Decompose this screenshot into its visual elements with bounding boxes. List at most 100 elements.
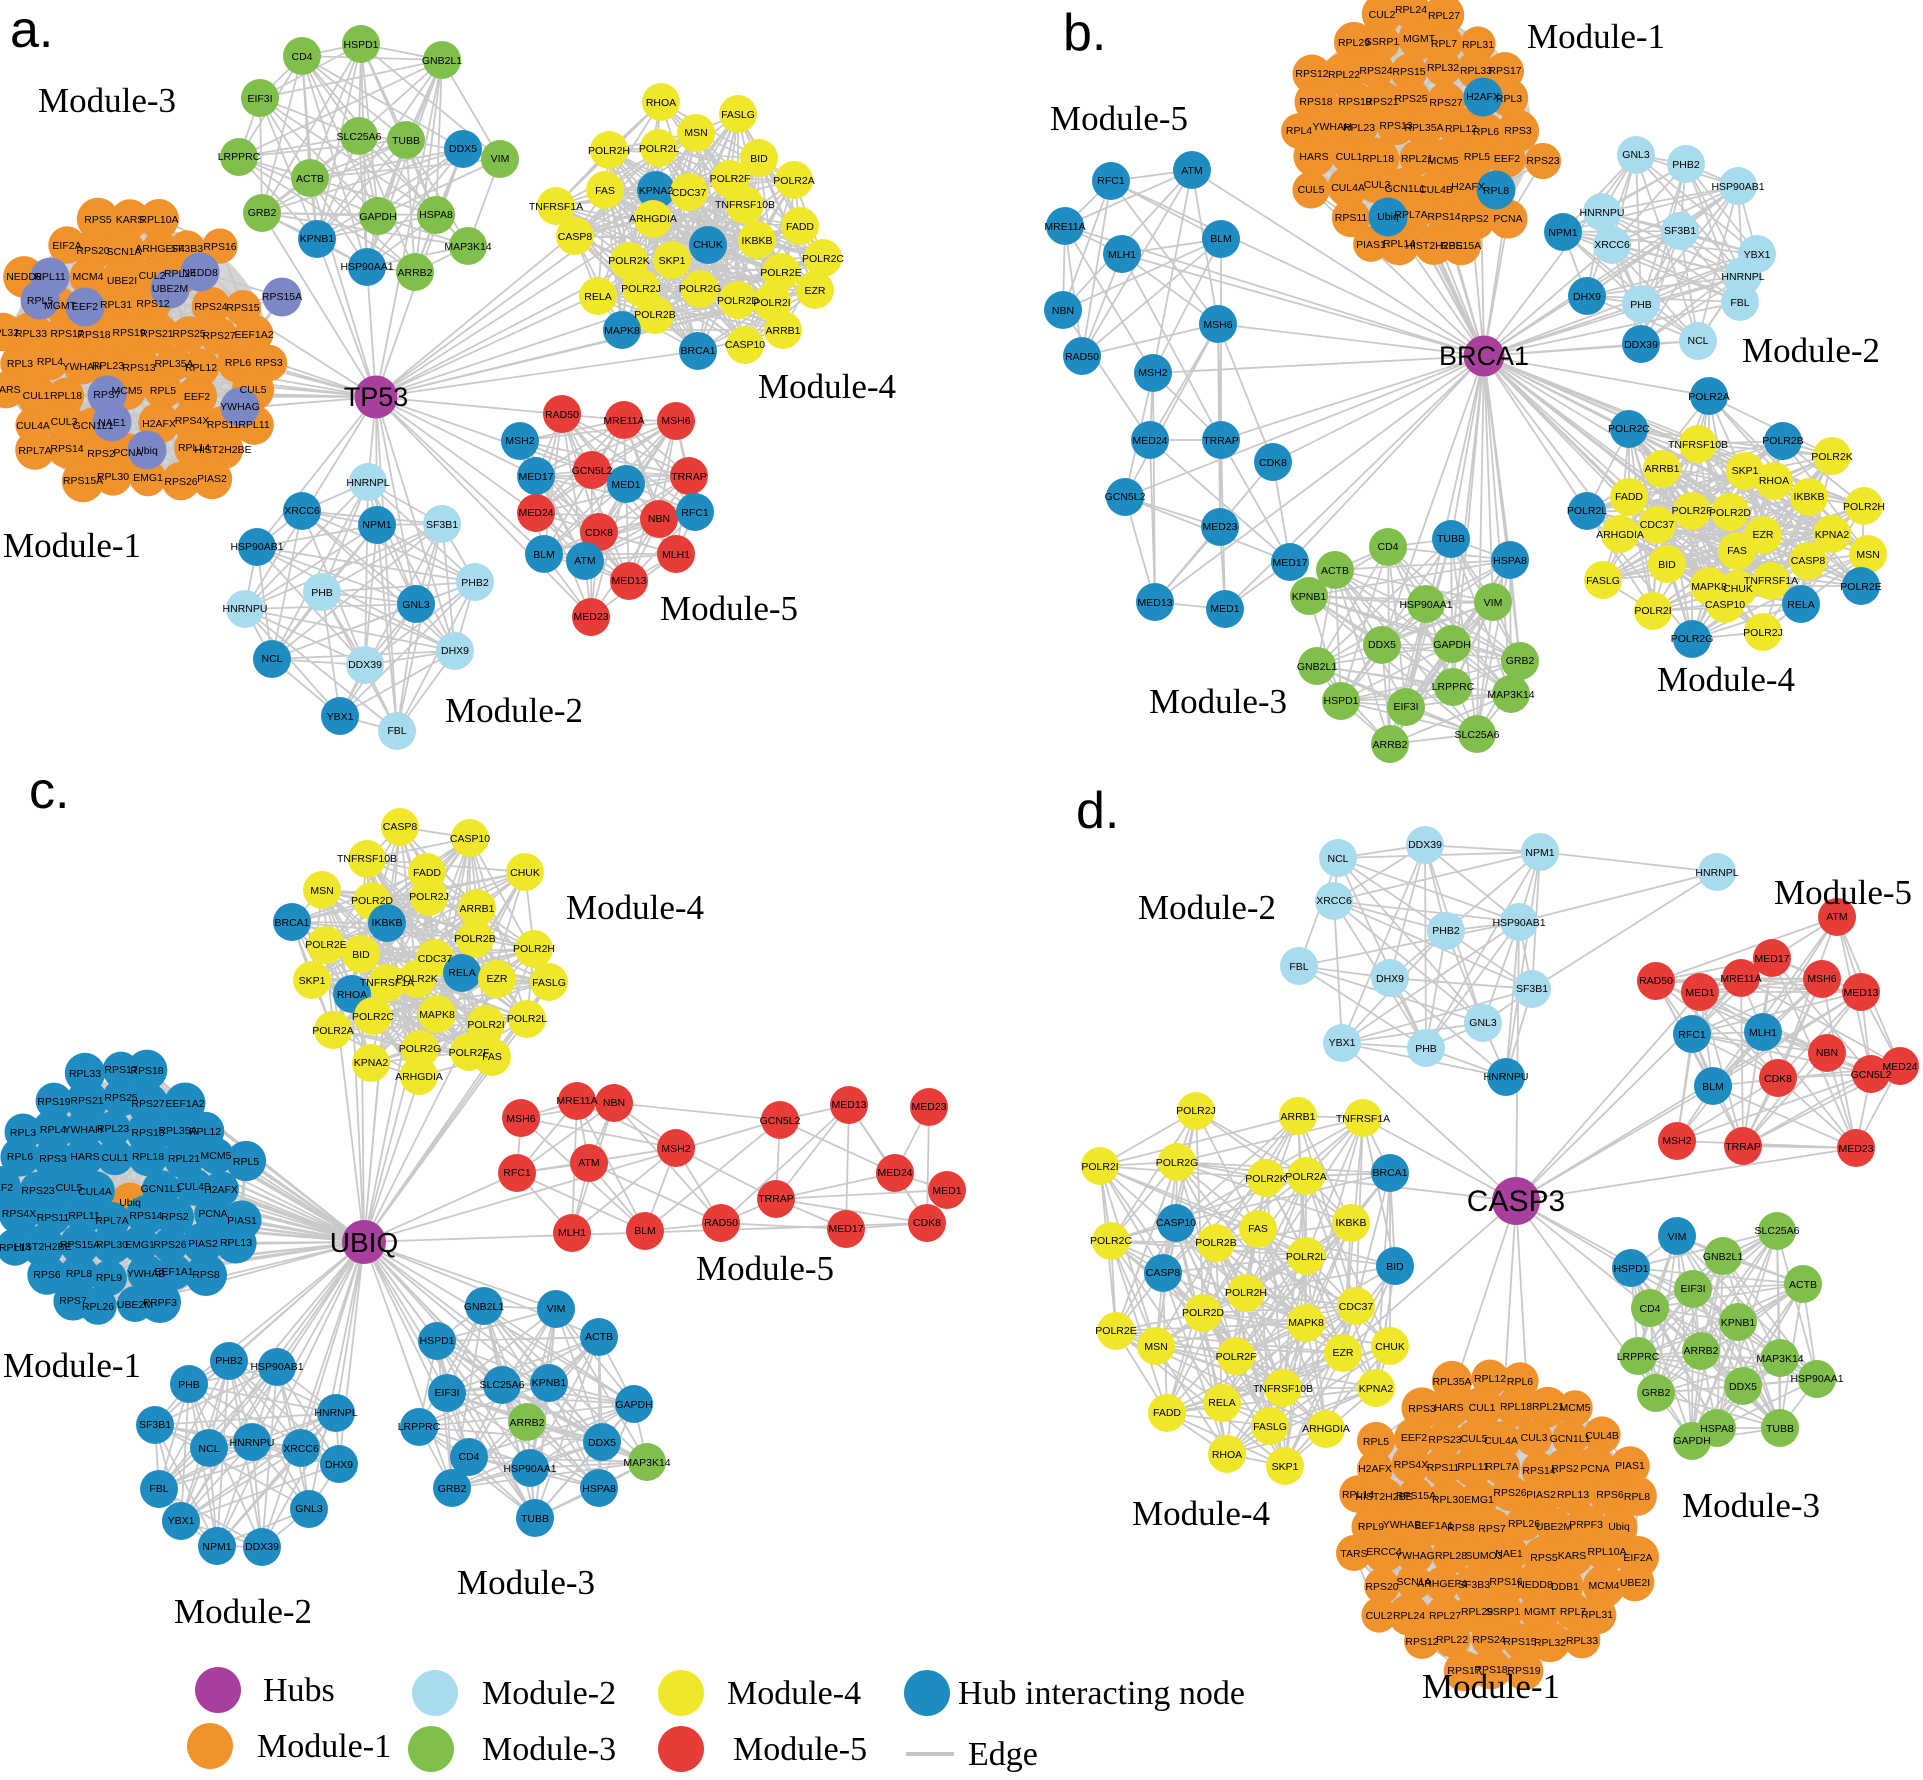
svg-text:RPL5: RPL5: [1363, 1436, 1389, 1448]
svg-text:RPS11: RPS11: [1335, 212, 1368, 224]
svg-text:POLR2F: POLR2F: [710, 173, 751, 185]
svg-text:RPS13: RPS13: [122, 362, 155, 374]
svg-text:POLR2F: POLR2F: [1672, 505, 1713, 517]
svg-text:SCN1A: SCN1A: [106, 246, 141, 258]
svg-text:BID: BID: [352, 949, 370, 961]
svg-text:Module-2: Module-2: [174, 1592, 312, 1631]
svg-text:KPNA2: KPNA2: [1815, 529, 1850, 541]
svg-text:H2AFX: H2AFX: [204, 1184, 238, 1196]
svg-text:CDK8: CDK8: [1259, 457, 1287, 469]
svg-text:RPS8: RPS8: [1447, 1522, 1475, 1534]
svg-text:MED24: MED24: [1132, 435, 1167, 447]
svg-text:MED24: MED24: [518, 507, 553, 519]
svg-text:CASP10: CASP10: [725, 339, 765, 351]
svg-text:SCN1A: SCN1A: [1396, 1576, 1431, 1588]
svg-text:MSN: MSN: [1856, 549, 1879, 561]
svg-text:POLR2H: POLR2H: [1843, 501, 1885, 513]
svg-text:RPL33: RPL33: [1460, 65, 1492, 77]
svg-text:RPL9: RPL9: [96, 1272, 122, 1284]
svg-text:d.: d.: [1076, 782, 1119, 840]
svg-text:CASP8: CASP8: [558, 231, 593, 243]
svg-text:MCM5: MCM5: [112, 385, 143, 397]
svg-text:CD4: CD4: [1639, 1303, 1660, 1315]
svg-text:RPS23: RPS23: [1428, 1434, 1461, 1446]
svg-text:GCN1L1: GCN1L1: [73, 420, 114, 432]
svg-text:NEDD8: NEDD8: [6, 271, 42, 283]
svg-text:CDC37: CDC37: [1339, 1301, 1374, 1313]
svg-text:RPL23: RPL23: [1343, 122, 1375, 134]
svg-text:GRB2: GRB2: [438, 1483, 467, 1495]
svg-text:ARRB1: ARRB1: [1280, 1111, 1315, 1123]
svg-text:GCN5L2: GCN5L2: [760, 1115, 801, 1127]
svg-text:KPNA2: KPNA2: [354, 1057, 389, 1069]
svg-text:GCN1L1: GCN1L1: [1385, 183, 1426, 195]
svg-text:RPS12: RPS12: [1405, 1636, 1438, 1648]
svg-text:RPS2: RPS2: [1461, 213, 1489, 225]
svg-text:RPL31: RPL31: [1462, 39, 1494, 51]
svg-text:GNB2L1: GNB2L1: [1703, 1251, 1743, 1263]
svg-text:PIAS1: PIAS1: [1356, 239, 1386, 251]
svg-text:DDX39: DDX39: [1624, 339, 1658, 351]
svg-text:MLH1: MLH1: [558, 1227, 586, 1239]
svg-text:RPL6: RPL6: [7, 1151, 33, 1163]
svg-text:RPS3: RPS3: [1408, 1403, 1436, 1415]
svg-text:HSP90AB1: HSP90AB1: [230, 541, 283, 553]
svg-text:GNL3: GNL3: [402, 599, 430, 611]
svg-text:ARHGDIA: ARHGDIA: [1302, 1423, 1350, 1435]
svg-text:FAS: FAS: [1248, 1223, 1268, 1235]
svg-text:MAPK8: MAPK8: [1691, 581, 1727, 593]
svg-text:RPL23: RPL23: [97, 1123, 129, 1135]
svg-text:PIAS2: PIAS2: [188, 1238, 218, 1250]
svg-text:MRE11A: MRE11A: [603, 415, 644, 427]
svg-text:POLR2H: POLR2H: [513, 943, 555, 955]
svg-text:SSRP1: SSRP1: [1365, 36, 1400, 48]
svg-text:UBE2I: UBE2I: [1620, 1577, 1650, 1589]
svg-text:YWHAG: YWHAG: [220, 401, 260, 413]
svg-text:RFC1: RFC1: [1678, 1029, 1706, 1041]
svg-text:MGMT: MGMT: [1524, 1606, 1557, 1618]
svg-text:CDC37: CDC37: [1640, 519, 1675, 531]
svg-text:NPM1: NPM1: [1525, 847, 1554, 859]
svg-text:POLR2D: POLR2D: [717, 295, 759, 307]
svg-text:Hub interacting node: Hub interacting node: [958, 1675, 1245, 1712]
svg-text:POLR2C: POLR2C: [1608, 423, 1650, 435]
svg-text:BLM: BLM: [634, 1225, 656, 1237]
svg-text:Edge: Edge: [968, 1736, 1038, 1773]
svg-text:XRCC6: XRCC6: [283, 1443, 319, 1455]
svg-text:CUL4A: CUL4A: [1484, 1435, 1518, 1447]
svg-text:RPL13: RPL13: [1557, 1489, 1589, 1501]
svg-text:Module-2: Module-2: [1138, 888, 1276, 927]
svg-text:PIAS1: PIAS1: [1615, 1460, 1645, 1472]
svg-text:HSPD1: HSPD1: [1613, 1263, 1648, 1275]
svg-text:TNFRSF1A: TNFRSF1A: [1744, 575, 1798, 587]
svg-text:RPS12: RPS12: [1295, 68, 1328, 80]
svg-text:CUL2: CUL2: [1369, 9, 1396, 21]
svg-text:RPS27: RPS27: [1429, 97, 1462, 109]
svg-text:RPL12: RPL12: [189, 1126, 221, 1138]
svg-text:Module-1: Module-1: [1422, 1667, 1560, 1706]
svg-text:DDX39: DDX39: [1408, 839, 1442, 851]
svg-text:PCNA: PCNA: [1580, 1463, 1609, 1475]
svg-text:HNRNPL: HNRNPL: [1695, 867, 1738, 879]
svg-text:RPS24: RPS24: [1472, 1634, 1505, 1646]
svg-text:RPL12: RPL12: [1445, 123, 1477, 135]
svg-text:RPS18: RPS18: [1299, 96, 1332, 108]
svg-text:MAPK8: MAPK8: [604, 325, 640, 337]
svg-text:RPS6: RPS6: [1596, 1489, 1624, 1501]
svg-text:LRPPRC: LRPPRC: [398, 1421, 441, 1433]
svg-text:NPM1: NPM1: [362, 519, 391, 531]
svg-text:POLR2L: POLR2L: [639, 143, 679, 155]
svg-text:GCN5L2: GCN5L2: [1851, 1069, 1892, 1081]
svg-text:H2AFX: H2AFX: [142, 418, 176, 430]
svg-text:POLR2K: POLR2K: [1811, 451, 1852, 463]
svg-text:CUL1: CUL1: [102, 1152, 129, 1164]
svg-text:CASP10: CASP10: [1156, 1217, 1196, 1229]
svg-text:RPL32: RPL32: [1534, 1637, 1566, 1649]
svg-text:RPL24: RPL24: [1393, 1610, 1425, 1622]
svg-text:RPS3: RPS3: [39, 1153, 67, 1165]
svg-text:NAE1: NAE1: [1495, 1548, 1523, 1560]
svg-text:RPS14: RPS14: [1522, 1465, 1555, 1477]
svg-text:POLR2E: POLR2E: [760, 267, 801, 279]
svg-text:MSH6: MSH6: [506, 1113, 535, 1125]
svg-text:CUL4A: CUL4A: [16, 420, 50, 432]
